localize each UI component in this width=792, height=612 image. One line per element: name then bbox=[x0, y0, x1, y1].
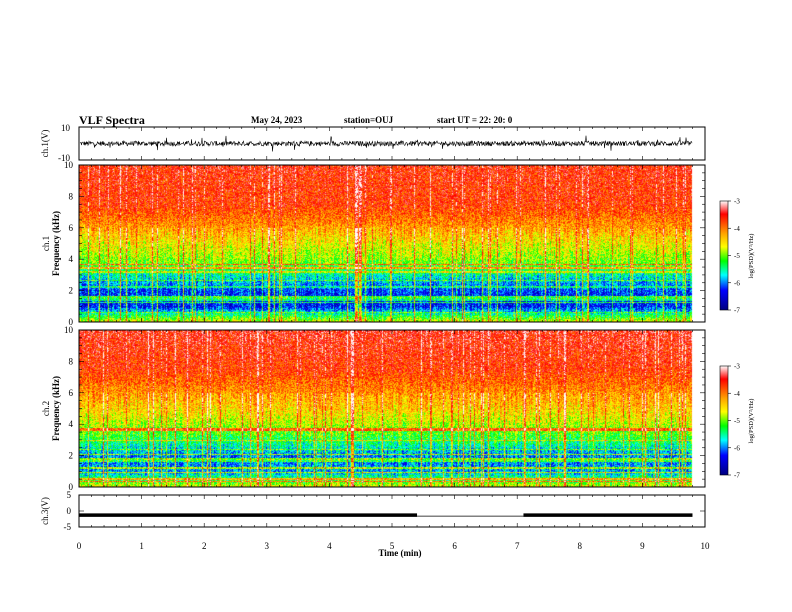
ch2-colorbar-tick-label: -3 bbox=[734, 363, 740, 371]
ch2-spectrogram-ylabel-line2: Frequency (kHz) bbox=[51, 376, 61, 441]
ch2-spectrogram-ytick-label: 0 bbox=[69, 482, 74, 492]
time-tick-label: 8 bbox=[578, 541, 583, 551]
ch2-spectrogram-ytick-label: 2 bbox=[69, 451, 74, 461]
ch3-ytick-label: 0 bbox=[67, 506, 72, 516]
ch1-spectrogram-yticks: 0 2 4 6 8 10 bbox=[64, 160, 706, 327]
ch1-waveform-line bbox=[79, 135, 693, 152]
ch1-spectrogram-ytick-label: 6 bbox=[69, 223, 74, 233]
time-axis-label: Time (min) bbox=[378, 548, 421, 558]
ch1-waveform-ticks bbox=[78, 127, 706, 160]
time-tick-label: 10 bbox=[701, 541, 711, 551]
ch1-spectrogram-ytick-label: 10 bbox=[64, 160, 74, 170]
ch1-colorbar-tick-label: -4 bbox=[734, 225, 740, 233]
figure-title: VLF Spectra bbox=[79, 113, 145, 127]
ch2-colorbar-tick-label: -5 bbox=[734, 417, 740, 425]
ch1-colorbar-ticks: -3 -4 -5 -6 -7 bbox=[728, 198, 740, 315]
ch2-spectrogram-ylabel-line1: ch.2 bbox=[41, 401, 51, 416]
ch1-waveform-trace bbox=[79, 135, 693, 152]
date-label: May 24, 2023 bbox=[251, 115, 303, 125]
ch2-colorbar bbox=[719, 365, 729, 476]
ch3-ytick-label: 5 bbox=[67, 490, 72, 500]
time-tick-label: 1 bbox=[139, 541, 144, 551]
ch1-spectrogram-ylabel-line2: Frequency (kHz) bbox=[51, 211, 61, 276]
ch1-ytick-label-minus10: -10 bbox=[58, 153, 70, 163]
ch3-ylabel: ch.3(V) bbox=[40, 497, 50, 525]
ch3-signal-trace bbox=[79, 513, 693, 517]
ch3-ytick-label: -5 bbox=[64, 522, 72, 532]
ch2-spectrogram-ytick-label: 6 bbox=[69, 388, 74, 398]
time-tick-label: 0 bbox=[77, 541, 82, 551]
ch2-spectrogram-ytick-label: 4 bbox=[69, 419, 74, 429]
ch2-colorbar-ticks: -3 -4 -5 -6 -7 bbox=[728, 363, 740, 480]
ch3-signal-panel: 5 0 -5 ch.3(V) bbox=[40, 490, 706, 532]
ch1-colorbar-tick-label: -6 bbox=[734, 279, 740, 287]
ch3-signal-frame bbox=[78, 494, 706, 528]
ch2-colorbar-tick-label: -6 bbox=[734, 444, 740, 452]
ch2-spectrogram-yticks: 0 2 4 6 8 10 bbox=[64, 325, 706, 492]
time-tick-label: 7 bbox=[515, 541, 520, 551]
ch2-spectrogram-ytick-label: 8 bbox=[69, 356, 74, 366]
ch1-colorbar-tick-label: -5 bbox=[734, 252, 740, 260]
time-tick-label: 5 bbox=[390, 541, 395, 551]
station-label: station=OUJ bbox=[344, 115, 394, 125]
ch1-ylabel: ch.1(V) bbox=[40, 130, 50, 158]
ch1-spectrogram-ytick-label: 2 bbox=[69, 286, 74, 296]
time-tick-label: 6 bbox=[452, 541, 457, 551]
ch1-spectrogram-ytick-label: 4 bbox=[69, 254, 74, 264]
time-tick-label: 3 bbox=[265, 541, 270, 551]
ch1-spectrogram-image bbox=[79, 165, 705, 322]
ch1-waveform-panel: 10 -10 ch.1(V) bbox=[40, 123, 706, 163]
time-tick-label: 9 bbox=[640, 541, 645, 551]
ch3-signal-yticks: 5 0 -5 bbox=[64, 490, 706, 532]
start-time-label: start UT = 22: 20: 0 bbox=[437, 115, 513, 125]
ch1-colorbar-label: log(PSD)(V²/Hz) bbox=[748, 234, 755, 279]
ch1-spectrogram-ytick-label: 0 bbox=[69, 317, 74, 327]
ch2-colorbar-tick-label: -7 bbox=[734, 472, 740, 480]
time-tick-label: 2 bbox=[202, 541, 207, 551]
time-tick-label: 4 bbox=[327, 541, 332, 551]
ch2-colorbar-label: log(PSD)(V²/Hz) bbox=[748, 399, 755, 444]
ch1-spectrogram-ylabel-line1: ch.1 bbox=[41, 236, 51, 251]
ch1-ytick-label-10: 10 bbox=[61, 123, 71, 133]
ch1-spectrogram-ytick-label: 8 bbox=[69, 191, 74, 201]
ch1-colorbar-tick-label: -3 bbox=[734, 198, 740, 206]
ch1-colorbar-tick-label: -7 bbox=[734, 307, 740, 315]
ch2-colorbar-tick-label: -4 bbox=[734, 390, 740, 398]
ch2-spectrogram-ytick-label: 10 bbox=[64, 325, 74, 335]
ch2-spectrogram-image bbox=[79, 330, 705, 487]
ch1-colorbar bbox=[719, 200, 729, 311]
time-axis: 0 1 2 3 4 5 6 7 8 9 10 bbox=[77, 541, 710, 551]
